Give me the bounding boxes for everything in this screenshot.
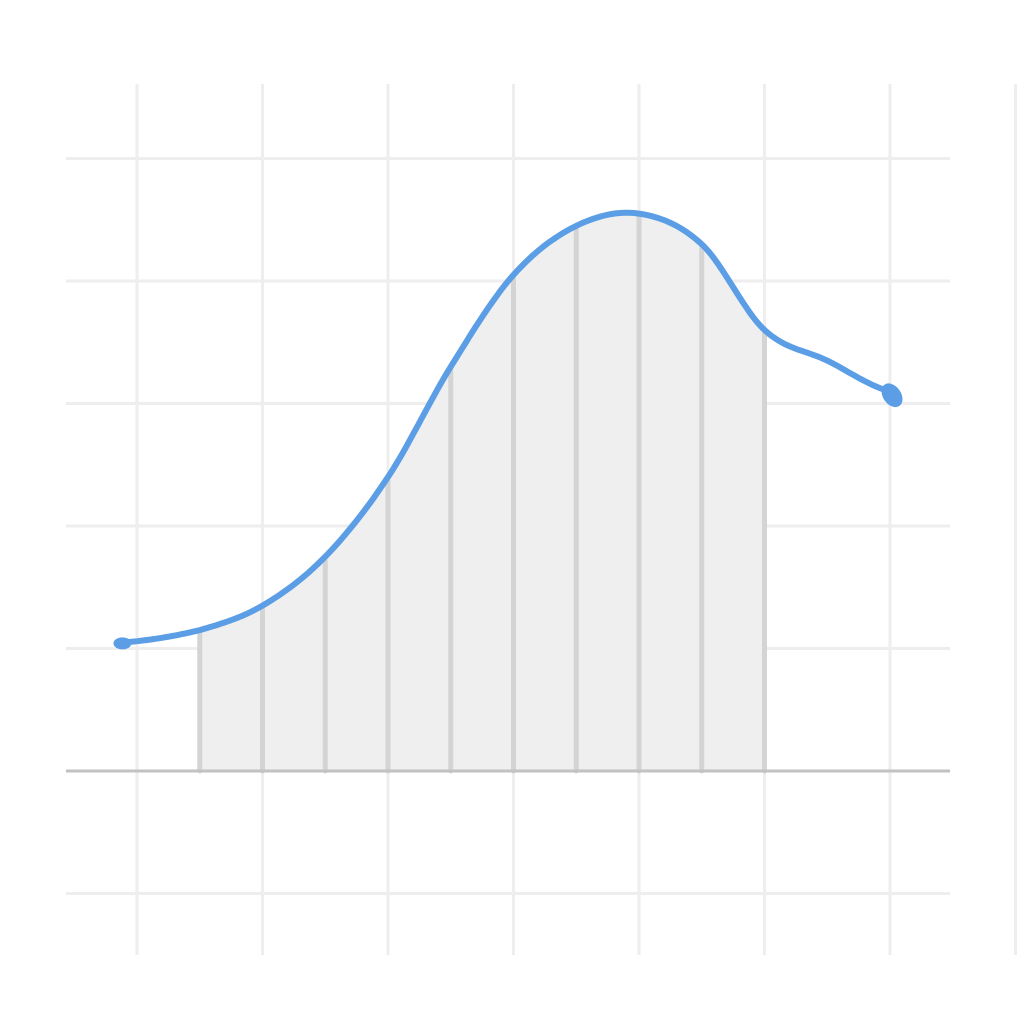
area-fill [199, 212, 765, 772]
area-strips [197, 215, 767, 774]
shaded-area [199, 212, 765, 772]
curve-start-point [113, 637, 132, 650]
curve-end-point [881, 383, 903, 408]
curve-line [121, 209, 893, 646]
curve-layer [113, 209, 903, 650]
